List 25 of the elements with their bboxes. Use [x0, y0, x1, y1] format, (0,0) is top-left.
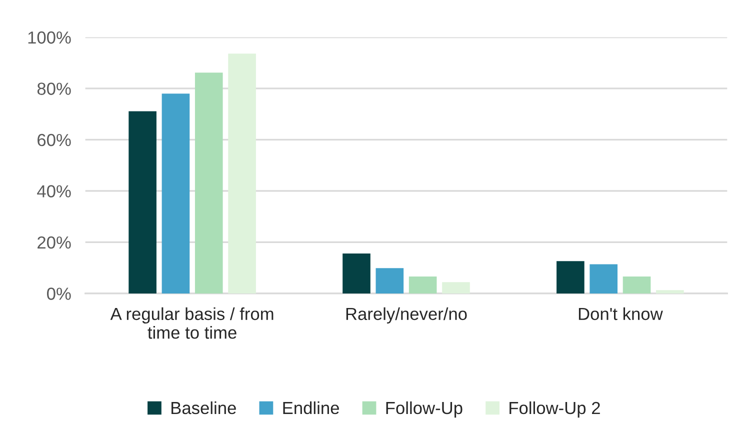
x-tick-label: A regular basis / from time to time [110, 307, 274, 339]
y-tick-label: 20% [38, 236, 71, 249]
y-tick-label: 80% [37, 82, 71, 95]
legend-label: Follow-Up 2 [510, 401, 600, 418]
bar [656, 290, 684, 294]
bar [162, 94, 190, 294]
legend-label: Endline [283, 401, 339, 414]
y-tick-label: 0% [47, 288, 71, 300]
bar [228, 54, 256, 294]
bar [442, 282, 470, 294]
bar [590, 264, 618, 294]
bar [556, 261, 584, 294]
x-tick-label: Rarely/never/no [346, 307, 467, 324]
bar [194, 72, 223, 294]
y-tick-label: 60% [38, 134, 71, 146]
bar [342, 253, 370, 294]
y-tick-label: 40% [37, 185, 71, 198]
legend-label: Follow-Up [386, 401, 462, 418]
x-tick-label: Don't know [578, 307, 663, 320]
bar [376, 268, 404, 294]
bar [128, 111, 156, 294]
bar [622, 276, 651, 294]
bar [408, 276, 437, 294]
y-tick-label: 100% [28, 31, 71, 44]
legend-label: Baseline [172, 401, 236, 414]
